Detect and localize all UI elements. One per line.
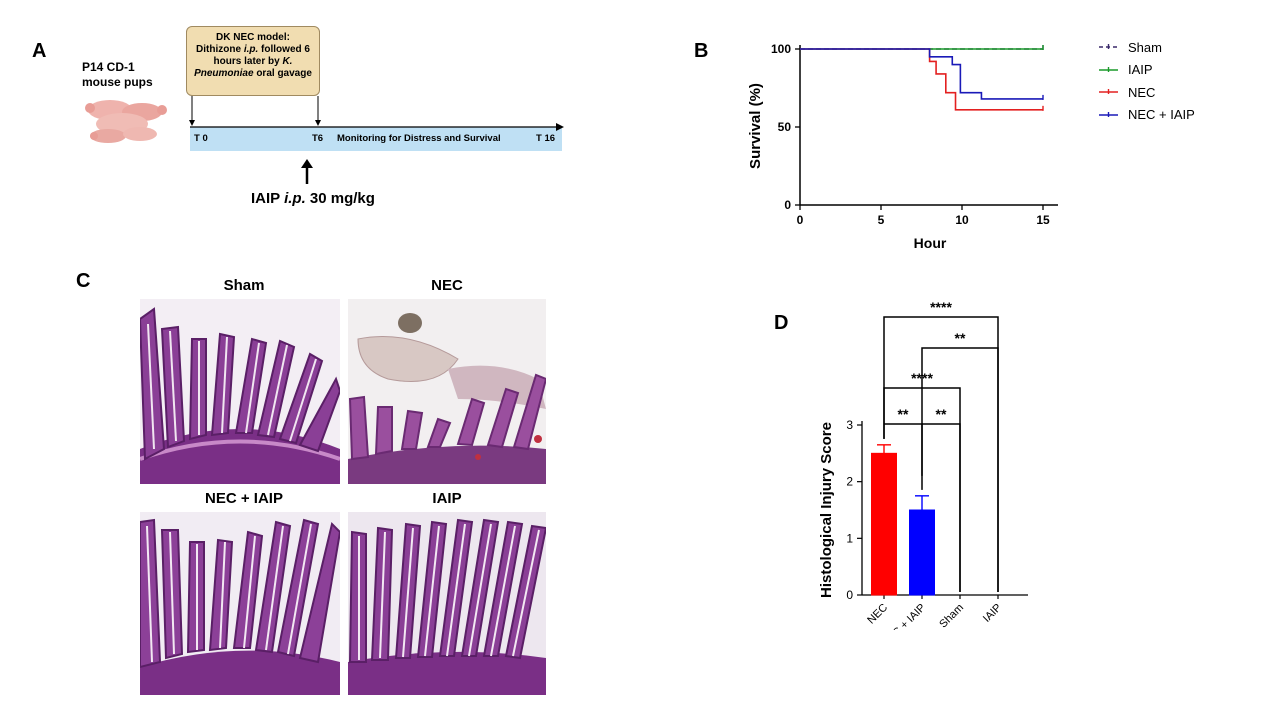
significance-bracket xyxy=(883,316,999,592)
survival-chart: 0 5 10 15 0 50 100 Hour Survival (%) xyxy=(747,42,1058,251)
monitoring-label: Monitoring for Distress and Survival xyxy=(337,133,501,144)
box-text: hours later by xyxy=(213,56,283,67)
significance-bracket xyxy=(922,423,961,592)
legend-label: Sham xyxy=(1128,39,1162,55)
box-italic: Pneumoniae xyxy=(194,68,254,79)
bar-x-tick-label: NEC + IAIP xyxy=(880,602,928,630)
significance-label: **** xyxy=(930,299,952,315)
bar-y-tick-label: 0 xyxy=(846,588,853,602)
legend-item: IAIP xyxy=(1098,59,1195,82)
significance-label: ** xyxy=(936,406,947,422)
t6-label: T6 xyxy=(312,133,324,144)
treatment-text: IAIP xyxy=(251,190,285,207)
treatment-label: IAIP i.p. 30 mg/kg xyxy=(251,190,375,207)
bar-y-label: Histological Injury Score xyxy=(818,422,835,598)
survival-y-tick-label: 50 xyxy=(778,120,792,134)
significance-label: ** xyxy=(955,330,966,346)
t16-label: T 16 xyxy=(536,133,556,144)
photo-title-nec-iaip: NEC + IAIP xyxy=(205,490,283,507)
legend-swatch xyxy=(1099,111,1118,117)
legend-item: NEC xyxy=(1098,81,1195,104)
subject-line-2: mouse pups xyxy=(82,75,153,89)
bar-y-tick-label: 2 xyxy=(846,475,853,489)
bar-y-tick-label: 3 xyxy=(846,418,853,432)
treatment-text: 30 mg/kg xyxy=(305,190,375,207)
survival-y-tick-label: 0 xyxy=(784,198,791,212)
nec-model-box: DK NEC model: Dithizone i.p. followed 6 … xyxy=(186,26,320,96)
box-text: Dithizone xyxy=(196,44,244,55)
legend-swatch xyxy=(1099,89,1118,95)
box-italic: i.p. xyxy=(243,44,259,55)
panel-d-letter: D xyxy=(774,312,789,334)
box-text: oral gavage xyxy=(253,68,312,79)
box-text: followed 6 xyxy=(258,44,310,55)
histology-image-nec-iaip xyxy=(140,512,340,695)
box-italic: K. xyxy=(282,56,293,67)
panel-b-letter: B xyxy=(694,40,709,62)
histology-image-sham xyxy=(140,299,340,484)
legend-label: NEC xyxy=(1128,84,1156,100)
bar-x-tick-label: NEC xyxy=(865,602,890,627)
bar xyxy=(909,509,935,596)
legend-item: NEC + IAIP xyxy=(1098,104,1195,127)
timeline-bar xyxy=(190,127,562,151)
treatment-italic: i.p. xyxy=(284,190,306,207)
panel-c-letter: C xyxy=(76,270,91,292)
photo-title-iaip: IAIP xyxy=(432,490,462,507)
survival-x-tick-label: 10 xyxy=(955,213,969,227)
timeline-axis xyxy=(190,123,564,131)
box-title: DK NEC model: xyxy=(216,32,290,43)
bar-y-tick-label: 1 xyxy=(846,531,853,545)
survival-series-line xyxy=(800,48,1043,111)
panel-a-letter: A xyxy=(32,40,47,62)
subject-label: P14 CD-1 mouse pups xyxy=(82,60,153,90)
bar-x-tick-label: Sham xyxy=(937,602,966,630)
legend-swatch xyxy=(1099,44,1118,50)
survival-x-tick-label: 0 xyxy=(797,213,804,227)
significance-label: **** xyxy=(911,370,933,386)
legend-swatch xyxy=(1099,66,1118,72)
survival-series xyxy=(800,45,1044,111)
legend-label: NEC + IAIP xyxy=(1128,107,1195,123)
mouse-pups-illustration xyxy=(85,100,167,143)
survival-x-tick-label: 15 xyxy=(1036,213,1050,227)
survival-y-tick-label: 100 xyxy=(771,42,791,56)
photo-title-nec: NEC xyxy=(431,277,463,294)
photo-title-sham: Sham xyxy=(223,277,265,294)
bar xyxy=(871,452,897,596)
histology-image-nec xyxy=(348,299,546,484)
significance-brackets: ************ ** xyxy=(883,299,999,592)
survival-legend: Sham IAIP NEC NEC + IAIP xyxy=(1098,36,1195,126)
subject-line-1: P14 CD-1 xyxy=(82,60,135,74)
survival-axes: 0 5 10 15 0 50 100 xyxy=(771,42,1058,227)
histology-image-iaip xyxy=(348,512,546,695)
survival-y-label: Survival (%) xyxy=(747,83,764,169)
t0-label: T 0 xyxy=(194,133,208,144)
legend-label: IAIP xyxy=(1128,62,1153,78)
survival-x-tick-label: 5 xyxy=(878,213,885,227)
legend-item: Sham xyxy=(1098,36,1195,59)
up-arrow-icon xyxy=(301,159,313,184)
bar-marks xyxy=(871,444,935,596)
significance-bracket xyxy=(921,347,999,592)
significance-label: ** xyxy=(898,406,909,422)
timeline-arrows xyxy=(189,96,321,126)
bar-x-tick-label: IAIP xyxy=(981,602,1004,625)
survival-x-label: Hour xyxy=(914,235,947,251)
survival-series-line xyxy=(800,48,1043,100)
